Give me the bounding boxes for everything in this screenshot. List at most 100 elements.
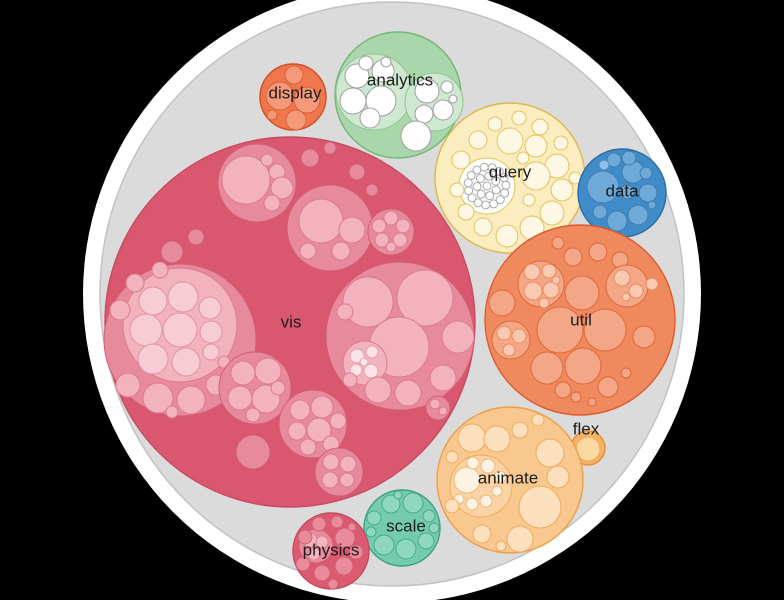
node-circle-vis (342, 372, 358, 388)
node-circle-util (551, 236, 565, 250)
ring-leaf-query (466, 170, 476, 180)
package-label-animate: animate (478, 468, 538, 487)
node-circle-vis (359, 357, 369, 367)
node-circle-analytics (432, 99, 454, 121)
node-circle-query (449, 182, 465, 198)
node-circle-data (606, 152, 622, 168)
ring-leaf-query (494, 166, 504, 176)
node-circle-data (606, 210, 628, 232)
ring-leaf-query (463, 178, 473, 188)
node-circle-animate (479, 494, 493, 508)
node-circle-vis (396, 269, 454, 327)
node-circle-data (598, 159, 610, 171)
package-label-display: display (269, 83, 322, 102)
node-circle-util (554, 381, 572, 399)
node-circle-vis (227, 385, 253, 411)
node-circle-vis (176, 385, 206, 415)
ring-leaf-query (489, 199, 499, 209)
node-circle-vis (329, 412, 347, 430)
node-circle-scale (366, 510, 382, 526)
node-circle-vis (263, 194, 281, 212)
node-circle-vis (298, 198, 344, 244)
node-circle-animate (518, 485, 562, 529)
node-circle-animate (466, 456, 480, 470)
node-circle-vis (165, 405, 179, 419)
ring-leaf-query (467, 193, 477, 203)
node-circle-scale (393, 490, 403, 500)
node-circle-vis (438, 406, 448, 416)
node-circle-vis (339, 455, 357, 473)
node-circle-scale (365, 526, 377, 538)
node-circle-analytics (448, 94, 458, 104)
node-circle-physics (297, 529, 313, 545)
node-circle-scale (428, 522, 440, 534)
node-circle-util (496, 325, 512, 341)
ring-leaf-query (472, 165, 482, 175)
package-group-analytics (334, 31, 464, 159)
node-circle-vis (299, 242, 317, 260)
node-circle-vis (339, 472, 355, 488)
node-circle-animate (480, 458, 496, 474)
node-circle-query (457, 203, 475, 221)
node-circle-vis (199, 320, 223, 344)
node-circle-query (468, 130, 488, 150)
ring-leaf-query (487, 163, 497, 173)
package-label-vis: vis (281, 312, 302, 331)
package-group-vis (103, 136, 476, 508)
ring-leaf-query (481, 200, 491, 210)
ring-leaf-query (473, 198, 483, 208)
ring-leaf-query (485, 191, 495, 201)
node-circle-util (542, 281, 560, 299)
package-group-animate (436, 406, 584, 554)
node-circle-animate (483, 425, 511, 453)
node-circle-physics (347, 522, 357, 532)
ring-leaf-query (464, 186, 474, 196)
package-group-util (484, 224, 676, 416)
node-circle-vis (331, 241, 351, 261)
node-circle-vis (323, 141, 337, 155)
node-circle-util (645, 277, 659, 291)
node-circle-vis (230, 360, 256, 386)
node-circle-display (266, 109, 278, 121)
node-circle-display (284, 65, 304, 85)
node-circle-physics (334, 527, 356, 549)
ring-leaf-query (501, 180, 511, 190)
node-circle-vis (235, 434, 271, 470)
node-circle-query (522, 193, 536, 207)
node-circle-query (531, 118, 549, 136)
ring-leaf-query (479, 162, 489, 172)
node-circle-data (638, 183, 658, 203)
node-circle-scale (395, 538, 417, 560)
node-circle-query (451, 150, 471, 170)
node-circle-util (538, 297, 550, 309)
node-circle-vis (300, 148, 320, 168)
node-circle-vis (336, 303, 354, 321)
package-group-physics (292, 512, 370, 590)
node-circle-vis (138, 286, 168, 316)
node-circle-analytics (358, 55, 374, 71)
node-circle-vis (137, 343, 169, 375)
node-circle-animate (465, 497, 479, 511)
node-circle-query (495, 224, 519, 248)
node-circle-util (536, 306, 584, 354)
node-circle-animate (535, 438, 565, 468)
node-circle-query (539, 200, 565, 226)
node-circle-vis (364, 376, 392, 404)
node-circle-display (265, 81, 295, 111)
node-circle-vis (365, 345, 379, 359)
node-circle-data (627, 204, 649, 226)
node-circle-query (550, 178, 574, 202)
node-circle-vis (306, 417, 332, 443)
node-circle-animate (444, 498, 460, 514)
node-circle-vis (394, 379, 422, 407)
node-circle-vis (160, 240, 184, 264)
node-circle-util (613, 269, 631, 287)
ring-leaf-query (495, 195, 505, 205)
node-circle-util (632, 325, 656, 349)
node-circle-scale (373, 534, 395, 556)
node-circle-vis (202, 343, 220, 361)
node-circle-query (553, 135, 569, 151)
package-label-analytics: analytics (367, 70, 433, 89)
node-circle-vis (429, 398, 441, 410)
